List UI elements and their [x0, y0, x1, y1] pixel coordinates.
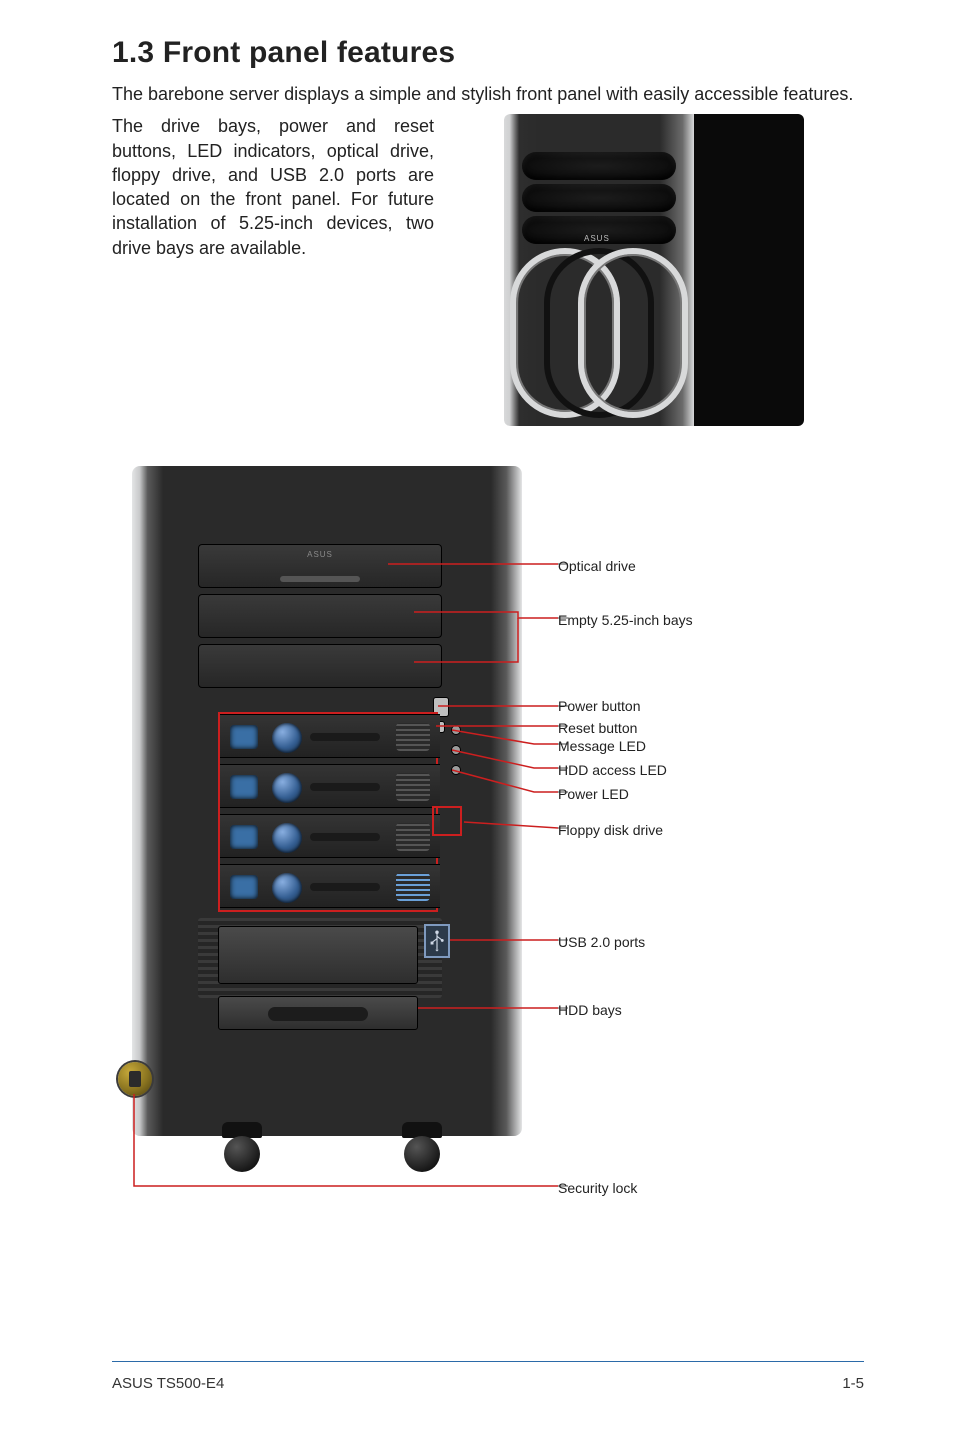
thumbnail-bay-2: [522, 184, 676, 212]
label-reset-button: Reset button: [558, 720, 637, 736]
hdd-bay-3: [220, 814, 440, 858]
label-hdd-access-led: HDD access LED: [558, 762, 667, 778]
odd-logo: ASUS: [307, 550, 333, 559]
caster-right: [392, 1122, 452, 1182]
message-led-icon: [452, 726, 460, 734]
intro-paragraph-1: The barebone server displays a simple an…: [112, 82, 864, 106]
label-power-led: Power LED: [558, 786, 629, 802]
thumbnail-logo: ASUS: [584, 234, 610, 243]
label-optical-drive: Optical drive: [558, 558, 636, 574]
empty-bay-2: [198, 644, 442, 688]
footer-rule: [112, 1361, 864, 1362]
page-title: 1.3 Front panel features: [112, 36, 864, 70]
hdd-bay-4: [220, 864, 440, 908]
label-power-button: Power button: [558, 698, 641, 714]
label-security-lock: Security lock: [558, 1180, 637, 1196]
server-thumbnail: ASUS: [454, 106, 864, 436]
odd-tray: [280, 576, 360, 582]
tower-outline: ASUS: [132, 466, 522, 1136]
thumbnail-side-panel: [684, 114, 804, 426]
thumbnail-ring-3: [578, 248, 688, 418]
label-floppy-drive: Floppy disk drive: [558, 822, 663, 838]
thumbnail-bay-1: [522, 152, 676, 180]
empty-bay-1: [198, 594, 442, 638]
hdd-bay-1: [220, 714, 440, 758]
label-hdd-bays: HDD bays: [558, 1002, 622, 1018]
footer-page-number: 1-5: [842, 1375, 864, 1392]
label-usb-ports: USB 2.0 ports: [558, 934, 645, 950]
power-led-icon: [452, 766, 460, 774]
label-empty-bays: Empty 5.25-inch bays: [558, 612, 693, 628]
thumbnail-front-panel: ASUS: [504, 114, 694, 426]
optical-drive-slot: ASUS: [198, 544, 442, 588]
label-message-led: Message LED: [558, 738, 646, 754]
hdd-bay-group-outline: [218, 712, 438, 912]
hdd-access-led-icon: [452, 746, 460, 754]
callout-labels: Optical drive Empty 5.25-inch bays Power…: [558, 466, 868, 1206]
floppy-outline: [432, 806, 462, 836]
front-panel-diagram: ASUS: [118, 466, 878, 1206]
lower-blank-slot: [218, 996, 418, 1030]
usb-ports-icon: [424, 924, 450, 958]
intro-paragraph-2: The drive bays, power and reset buttons,…: [112, 114, 434, 260]
caster-left: [212, 1122, 272, 1182]
hdd-bay-2: [220, 764, 440, 808]
footer-model: ASUS TS500-E4: [112, 1375, 224, 1392]
lower-hdd-slot: [218, 926, 418, 984]
